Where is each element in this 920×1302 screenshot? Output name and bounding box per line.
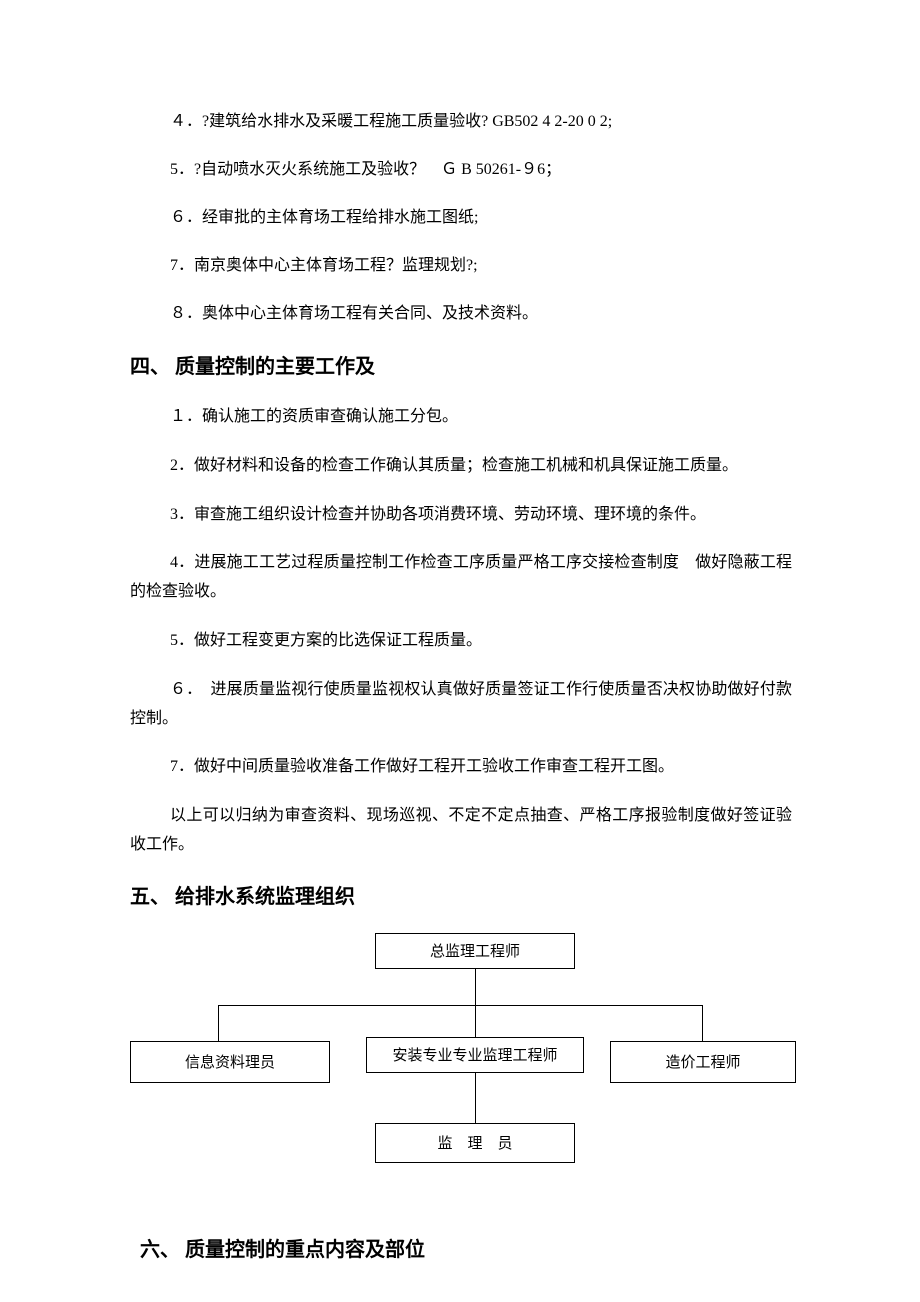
list-item: 7．做好中间质量验收准备工作做好工程开工验收工作审查工程开工图。: [130, 753, 792, 782]
list-item: 4．进展施工工艺过程质量控制工作检查工序质量严格工序交接检查制度 做好隐蔽工程的…: [130, 549, 792, 607]
list-item: ６． 进展质量监视行使质量监视权认真做好质量签证工作行使质量否决权协助做好付款控…: [130, 676, 792, 734]
section-heading-5: 五、 给排水系统监理组织: [130, 880, 792, 909]
org-connector: [218, 1005, 702, 1006]
list-item: 7．南京奥体中心主体育场工程？监理规划?;: [130, 254, 792, 278]
section-heading-6: 六、 质量控制的重点内容及部位: [130, 1233, 792, 1262]
org-chart: 总监理工程师 信息资料理员 安装专业专业监理工程师 造价工程师 监 理 员: [130, 933, 800, 1193]
org-connector: [475, 1073, 476, 1123]
org-node-top: 总监理工程师: [375, 933, 575, 969]
section-heading-4: 四、 质量控制的主要工作及: [130, 350, 792, 379]
org-connector: [218, 1005, 219, 1041]
list-item: 2．做好材料和设备的检查工作确认其质量；检查施工机械和机具保证施工质量。: [130, 452, 792, 481]
summary-paragraph: 以上可以归纳为审查资料、现场巡视、不定不定点抽查、严格工序报验制度做好签证验收工…: [130, 802, 792, 860]
org-node-left: 信息资料理员: [130, 1041, 330, 1083]
list-item: 3．审查施工组织设计检查并协助各项消费环境、劳动环境、理环境的条件。: [130, 501, 792, 530]
list-item: １．确认施工的资质审查确认施工分包。: [130, 403, 792, 432]
org-connector: [702, 1005, 703, 1041]
org-connector: [475, 1005, 476, 1037]
org-connector: [475, 969, 476, 1005]
org-node-bottom: 监 理 员: [375, 1123, 575, 1163]
org-node-right: 造价工程师: [610, 1041, 796, 1083]
list-item: ８．奥体中心主体育场工程有关合同、及技术资料。: [130, 302, 792, 326]
list-item: ６．经审批的主体育场工程给排水施工图纸;: [130, 206, 792, 230]
org-node-middle: 安装专业专业监理工程师: [366, 1037, 584, 1073]
list-item: 5．做好工程变更方案的比选保证工程质量。: [130, 627, 792, 656]
document-content: ４．?建筑给水排水及采暖工程施工质量验收? GB502 4 2-20 0 2; …: [130, 110, 792, 1262]
list-item: 5．?自动喷水灭火系统施工及验收？ Ｇ B 50261-９6；: [130, 158, 792, 182]
list-item: ４．?建筑给水排水及采暖工程施工质量验收? GB502 4 2-20 0 2;: [130, 110, 792, 134]
